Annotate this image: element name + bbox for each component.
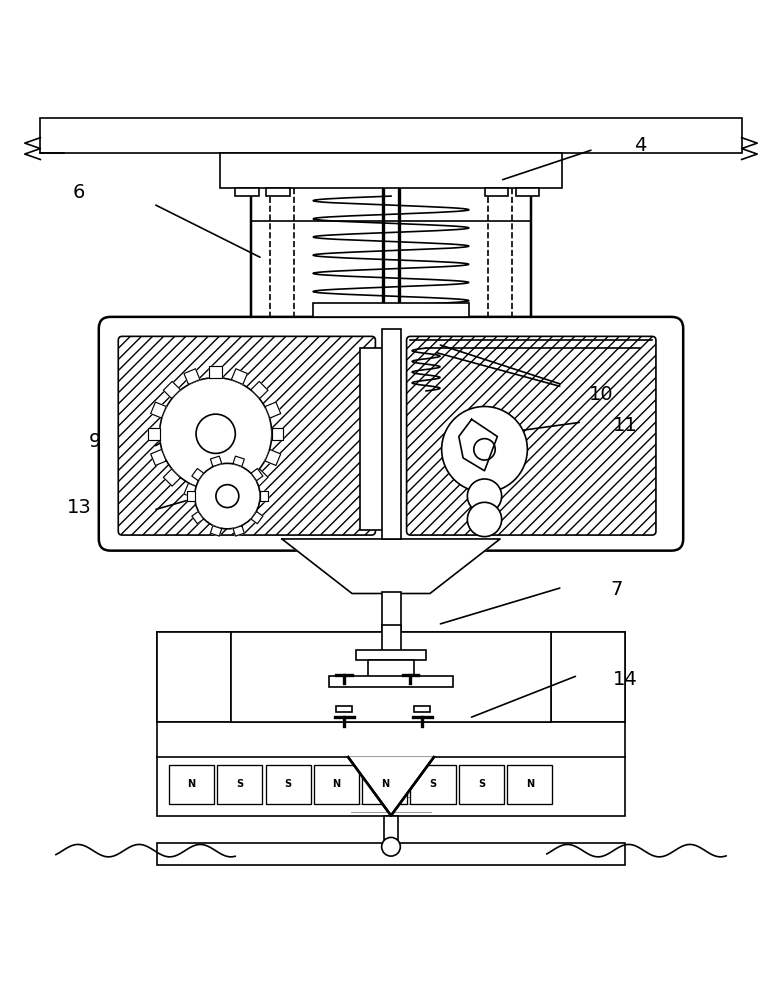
Polygon shape [148,428,160,440]
Polygon shape [187,491,195,501]
Polygon shape [251,512,263,524]
Polygon shape [233,526,244,536]
Circle shape [468,479,501,513]
Polygon shape [348,757,434,816]
Polygon shape [210,456,221,466]
Text: 10: 10 [589,385,614,404]
FancyBboxPatch shape [217,765,263,804]
FancyBboxPatch shape [336,706,352,712]
Polygon shape [282,539,500,594]
FancyBboxPatch shape [99,317,683,551]
FancyBboxPatch shape [266,765,310,804]
FancyBboxPatch shape [118,336,375,535]
FancyBboxPatch shape [551,632,625,722]
FancyBboxPatch shape [41,118,741,153]
Text: 9: 9 [88,432,101,451]
Text: 4: 4 [634,136,647,155]
FancyBboxPatch shape [157,632,231,722]
Polygon shape [231,483,247,499]
FancyBboxPatch shape [360,348,383,530]
FancyBboxPatch shape [382,329,401,539]
Text: N: N [332,779,340,789]
Text: N: N [381,779,389,789]
FancyBboxPatch shape [157,722,625,816]
Polygon shape [260,491,268,501]
Polygon shape [251,469,268,486]
FancyBboxPatch shape [382,592,401,632]
Polygon shape [265,402,281,418]
FancyBboxPatch shape [235,188,259,196]
FancyBboxPatch shape [407,336,656,535]
Text: 11: 11 [612,416,637,435]
Polygon shape [272,428,283,440]
FancyBboxPatch shape [485,188,508,196]
Circle shape [468,502,501,537]
Polygon shape [210,490,222,502]
Circle shape [382,837,400,856]
FancyBboxPatch shape [157,632,625,722]
FancyBboxPatch shape [169,765,214,804]
FancyBboxPatch shape [382,625,401,656]
FancyBboxPatch shape [368,660,414,678]
Polygon shape [151,402,167,418]
FancyBboxPatch shape [459,765,504,804]
Polygon shape [184,369,200,384]
Polygon shape [210,526,221,536]
Polygon shape [233,456,244,466]
Circle shape [442,406,527,492]
Polygon shape [192,469,203,481]
Circle shape [160,378,272,490]
Polygon shape [192,512,203,524]
Text: S: S [478,779,485,789]
Circle shape [216,485,239,508]
FancyBboxPatch shape [356,650,426,660]
FancyBboxPatch shape [157,843,625,865]
FancyBboxPatch shape [515,188,539,196]
FancyBboxPatch shape [314,765,359,804]
Text: 14: 14 [612,670,637,689]
Text: N: N [188,779,196,789]
Text: 6: 6 [74,183,85,202]
Text: 7: 7 [611,580,623,599]
FancyBboxPatch shape [384,816,398,843]
Polygon shape [210,366,222,378]
FancyBboxPatch shape [267,188,289,196]
Text: S: S [429,779,436,789]
FancyBboxPatch shape [313,303,469,317]
FancyBboxPatch shape [328,676,454,687]
Polygon shape [231,369,247,384]
FancyBboxPatch shape [362,765,407,804]
Circle shape [196,414,235,453]
Polygon shape [151,449,167,465]
Text: S: S [236,779,243,789]
Polygon shape [163,469,181,486]
Polygon shape [265,449,281,465]
FancyBboxPatch shape [231,632,551,722]
Text: S: S [285,779,292,789]
Polygon shape [184,483,200,499]
Text: N: N [526,779,534,789]
FancyBboxPatch shape [414,706,430,712]
FancyBboxPatch shape [507,765,552,804]
Polygon shape [163,381,181,399]
Circle shape [195,463,260,529]
Polygon shape [251,381,268,399]
FancyBboxPatch shape [411,765,456,804]
FancyBboxPatch shape [220,153,562,188]
Text: 13: 13 [67,498,91,517]
Polygon shape [251,469,263,481]
Circle shape [474,439,495,460]
